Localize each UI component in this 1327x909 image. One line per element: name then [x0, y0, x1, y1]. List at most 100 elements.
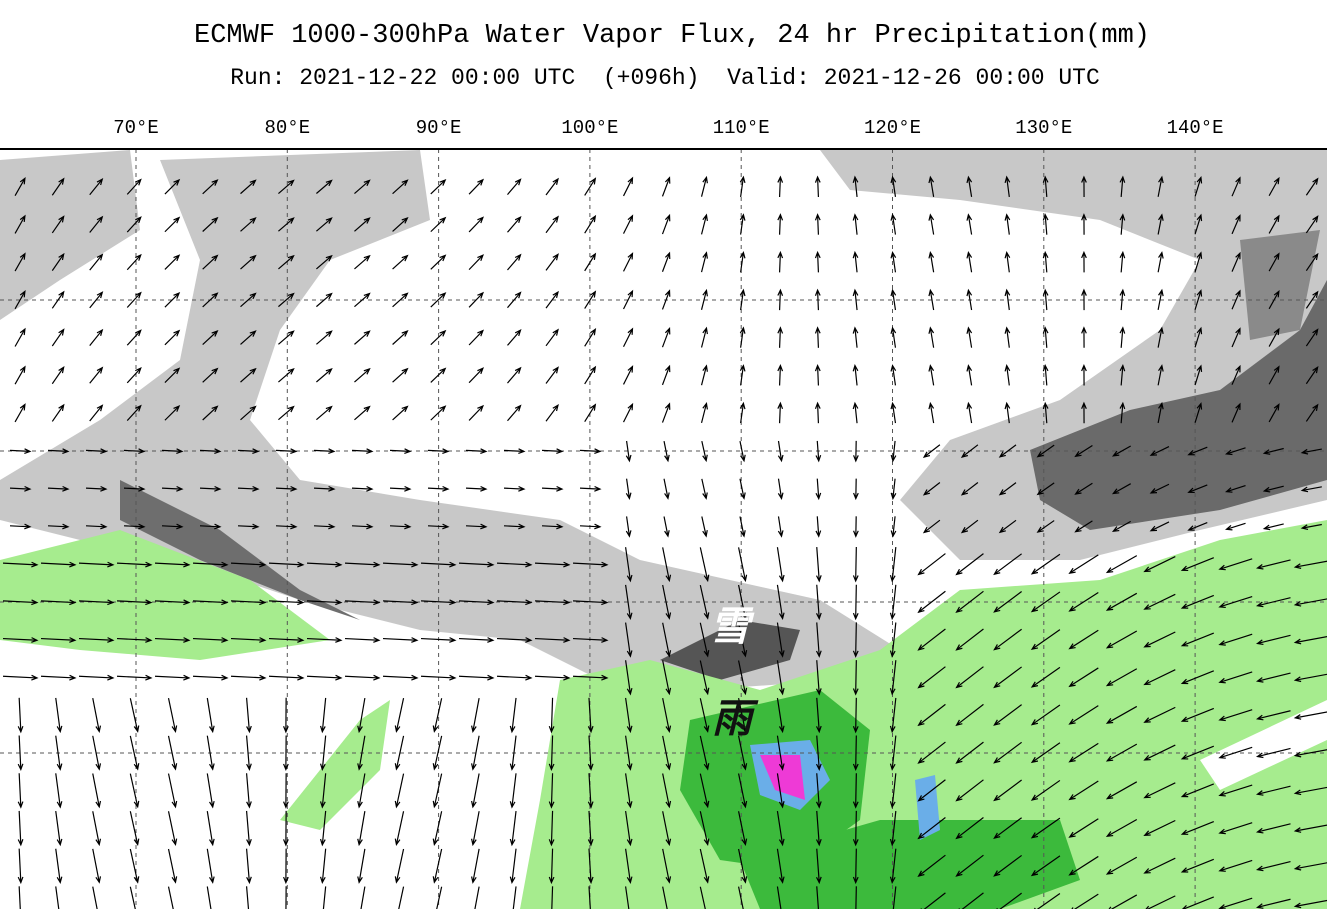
flux-arrow	[700, 213, 708, 235]
flux-arrow	[78, 637, 115, 643]
flux-arrow	[1042, 250, 1049, 273]
flux-arrow	[701, 478, 708, 500]
flux-arrow	[154, 561, 191, 568]
flux-arrow	[622, 252, 634, 272]
flux-arrow	[739, 175, 746, 197]
flux-arrow	[427, 523, 450, 530]
flux-arrow	[357, 773, 366, 809]
flux-arrow	[202, 292, 219, 308]
flux-arrow	[154, 599, 191, 606]
flux-arrow	[815, 810, 822, 847]
flux-arrow	[468, 178, 484, 195]
flux-arrow	[739, 250, 746, 273]
flux-arrow	[503, 448, 526, 455]
longitude-label: 90°E	[416, 117, 462, 139]
flux-arrow	[206, 773, 215, 809]
flux-arrow	[116, 561, 153, 568]
flux-arrow	[737, 886, 744, 909]
flux-arrow	[1231, 327, 1241, 348]
flux-arrow	[1068, 592, 1099, 612]
flux-arrow	[1042, 363, 1049, 386]
flux-arrow	[509, 773, 517, 809]
flux-arrow	[1004, 213, 1011, 235]
flux-arrow	[1218, 671, 1253, 684]
flux-arrow	[928, 326, 935, 348]
flux-arrow	[278, 292, 295, 308]
flux-arrow	[354, 330, 371, 345]
flux-arrow	[202, 405, 219, 421]
flux-arrow	[889, 547, 897, 583]
flux-arrow	[202, 367, 219, 383]
flux-arrow	[776, 886, 782, 909]
flux-arrow	[1255, 898, 1291, 909]
flux-arrow	[394, 773, 405, 809]
flux-arrow	[1004, 250, 1011, 273]
flux-arrow	[55, 848, 63, 884]
flux-arrow	[1293, 673, 1327, 683]
flux-arrow	[430, 405, 447, 421]
flux-arrow	[662, 622, 672, 658]
flux-arrow	[699, 660, 710, 696]
flux-arrow	[545, 253, 559, 271]
flux-arrow	[661, 289, 671, 310]
flux-arrow	[1157, 326, 1164, 348]
flux-arrow	[206, 886, 212, 909]
flux-arrow	[815, 584, 822, 621]
flux-arrow	[928, 288, 935, 311]
flux-arrow	[278, 254, 295, 270]
flux-arrow	[777, 175, 784, 198]
flux-arrow	[89, 328, 104, 346]
flux-arrow	[1180, 707, 1215, 722]
flux-arrow	[89, 215, 104, 233]
flux-arrow	[92, 848, 102, 884]
flux-arrow	[306, 599, 343, 606]
flux-arrow	[1105, 819, 1138, 838]
flux-arrow	[167, 698, 178, 733]
flux-arrow	[430, 367, 447, 383]
flux-arrow	[1231, 214, 1241, 235]
flux-arrow	[739, 288, 746, 311]
flux-arrow	[587, 735, 594, 772]
flux-arrow	[572, 637, 609, 643]
flux-arrow	[392, 216, 409, 232]
flux-arrow	[662, 698, 672, 733]
flux-arrow	[662, 886, 668, 909]
flux-arrow	[1149, 483, 1170, 494]
flux-arrow	[700, 364, 708, 386]
flux-arrow	[917, 854, 946, 877]
flux-arrow	[313, 523, 336, 530]
flux-arrow	[776, 735, 785, 771]
flux-arrow	[1293, 749, 1327, 758]
flux-arrow	[496, 561, 533, 568]
flux-arrow	[587, 697, 594, 734]
flux-arrow	[625, 848, 633, 884]
flux-arrow	[1218, 822, 1253, 835]
flux-arrow	[206, 811, 215, 847]
flux-arrow	[584, 177, 597, 196]
flux-arrow	[51, 252, 65, 271]
flux-arrow	[1119, 326, 1126, 348]
flux-arrow	[892, 886, 897, 909]
flux-arrow	[699, 773, 710, 809]
flux-arrow	[663, 440, 670, 463]
flux-arrow	[928, 401, 935, 424]
flux-arrow	[852, 735, 859, 772]
rain-heaviest	[760, 755, 805, 800]
flux-arrow	[700, 251, 708, 273]
flux-arrow	[1180, 632, 1215, 647]
annotation-rain: 雨	[712, 696, 759, 742]
flux-arrow	[852, 848, 859, 885]
flux-arrow	[199, 448, 222, 455]
flux-arrow	[319, 735, 327, 771]
flux-arrow	[625, 622, 633, 658]
flux-arrow	[777, 213, 784, 235]
rain	[280, 700, 390, 830]
flux-arrow	[625, 697, 633, 734]
flux-arrow	[548, 773, 555, 809]
flux-arrow	[548, 735, 555, 772]
flux-arrow	[14, 365, 26, 385]
flux-arrow	[588, 886, 591, 909]
flux-arrow	[167, 735, 178, 771]
flux-arrow	[1068, 705, 1099, 725]
